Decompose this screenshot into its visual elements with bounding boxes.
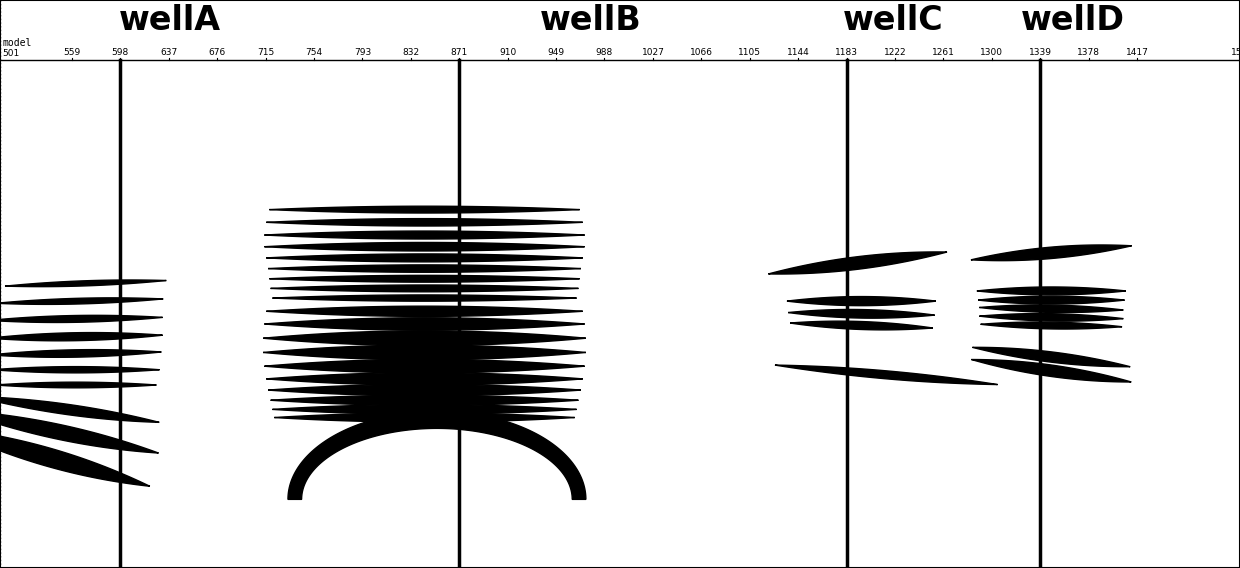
Text: wellB: wellB bbox=[539, 5, 641, 37]
Polygon shape bbox=[269, 275, 579, 282]
Polygon shape bbox=[273, 295, 577, 301]
Polygon shape bbox=[267, 219, 583, 226]
Polygon shape bbox=[267, 373, 583, 385]
Polygon shape bbox=[0, 350, 161, 357]
Text: wellC: wellC bbox=[842, 5, 944, 37]
Polygon shape bbox=[972, 348, 1130, 367]
Polygon shape bbox=[264, 231, 584, 239]
Polygon shape bbox=[0, 298, 164, 304]
Polygon shape bbox=[0, 382, 156, 388]
Text: 832: 832 bbox=[402, 48, 419, 57]
Polygon shape bbox=[0, 315, 162, 323]
Polygon shape bbox=[264, 360, 584, 373]
Polygon shape bbox=[769, 252, 947, 274]
Polygon shape bbox=[790, 321, 932, 330]
Polygon shape bbox=[268, 385, 580, 396]
Polygon shape bbox=[971, 245, 1132, 261]
Text: 1417: 1417 bbox=[1126, 48, 1148, 57]
Text: 1222: 1222 bbox=[884, 48, 906, 57]
Text: 150: 150 bbox=[1231, 48, 1240, 57]
Text: 598: 598 bbox=[112, 48, 129, 57]
Polygon shape bbox=[267, 306, 583, 316]
Text: 1261: 1261 bbox=[932, 48, 955, 57]
Polygon shape bbox=[977, 287, 1126, 295]
Polygon shape bbox=[980, 314, 1123, 321]
Text: 949: 949 bbox=[548, 48, 564, 57]
Polygon shape bbox=[270, 395, 578, 406]
Polygon shape bbox=[263, 345, 585, 360]
Polygon shape bbox=[980, 305, 1123, 312]
Polygon shape bbox=[267, 254, 583, 262]
Text: 715: 715 bbox=[257, 48, 274, 57]
Text: 793: 793 bbox=[353, 48, 371, 57]
Text: 1300: 1300 bbox=[981, 48, 1003, 57]
Text: 988: 988 bbox=[596, 48, 613, 57]
Polygon shape bbox=[288, 411, 585, 499]
Text: 871: 871 bbox=[450, 48, 467, 57]
Text: 1183: 1183 bbox=[835, 48, 858, 57]
Text: 1144: 1144 bbox=[786, 48, 810, 57]
Polygon shape bbox=[270, 285, 578, 292]
Polygon shape bbox=[273, 404, 577, 414]
Text: 1027: 1027 bbox=[641, 48, 665, 57]
Polygon shape bbox=[971, 360, 1131, 382]
Polygon shape bbox=[5, 280, 166, 287]
Polygon shape bbox=[264, 318, 584, 330]
Text: 910: 910 bbox=[498, 48, 516, 57]
Polygon shape bbox=[0, 366, 160, 373]
Polygon shape bbox=[978, 296, 1125, 304]
Polygon shape bbox=[264, 243, 584, 251]
Text: 501: 501 bbox=[2, 49, 20, 58]
Text: 754: 754 bbox=[305, 48, 322, 57]
Polygon shape bbox=[263, 331, 585, 345]
Text: 1378: 1378 bbox=[1078, 48, 1100, 57]
Polygon shape bbox=[787, 296, 936, 306]
Text: 1339: 1339 bbox=[1029, 48, 1052, 57]
Text: wellA: wellA bbox=[119, 5, 221, 37]
Polygon shape bbox=[0, 411, 159, 453]
Polygon shape bbox=[268, 265, 580, 272]
Text: 559: 559 bbox=[63, 48, 81, 57]
Polygon shape bbox=[0, 428, 150, 486]
Text: 1105: 1105 bbox=[738, 48, 761, 57]
Polygon shape bbox=[0, 333, 162, 341]
Text: wellD: wellD bbox=[1021, 5, 1125, 37]
Polygon shape bbox=[269, 206, 579, 213]
Text: 676: 676 bbox=[208, 48, 226, 57]
Polygon shape bbox=[0, 396, 159, 423]
Text: 637: 637 bbox=[160, 48, 177, 57]
Polygon shape bbox=[981, 322, 1122, 329]
Polygon shape bbox=[789, 310, 935, 318]
Text: 1066: 1066 bbox=[689, 48, 713, 57]
Polygon shape bbox=[274, 413, 574, 422]
Polygon shape bbox=[775, 365, 997, 385]
Text: model: model bbox=[2, 38, 32, 48]
